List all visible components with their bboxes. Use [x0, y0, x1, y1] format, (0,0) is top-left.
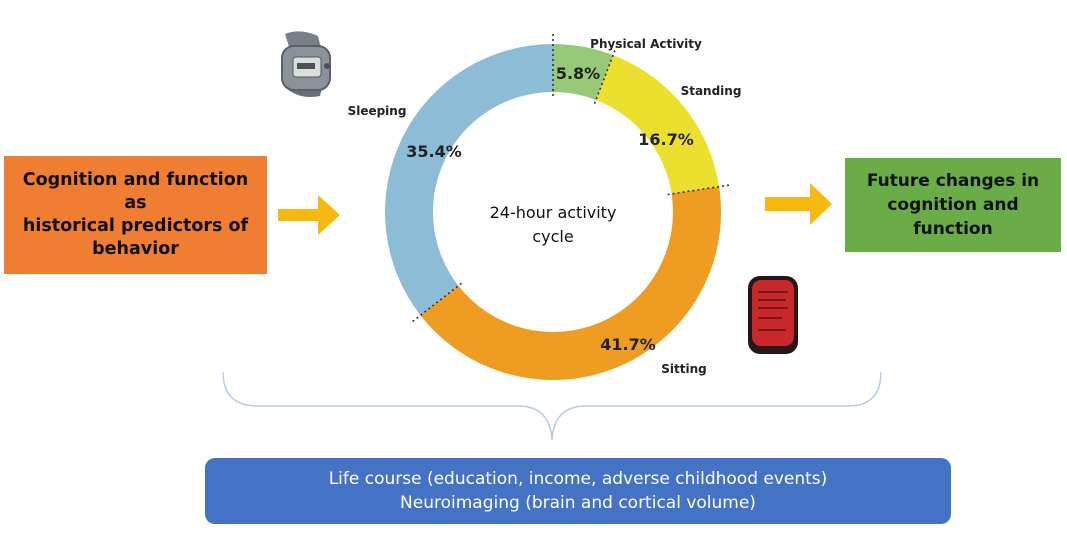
- segment-name-physical-activity: Physical Activity: [590, 37, 702, 51]
- pct-label-physical-activity: 5.8%: [556, 64, 600, 83]
- ring-segment-physical-activity: [553, 44, 614, 100]
- segment-dividers: [412, 34, 730, 323]
- left-box-line-3: behavior: [92, 239, 179, 259]
- right-box-line-1: Future changes in: [866, 171, 1040, 191]
- left-box-historical-predictors: Cognition and function as historical pre…: [4, 156, 267, 274]
- segment-name-standing: Standing: [681, 84, 742, 98]
- center-label-line-2: cycle: [532, 227, 573, 246]
- left-arrow-icon: [278, 195, 340, 235]
- segment-name-sleeping: Sleeping: [348, 104, 407, 118]
- wrist-actigraph-device-icon: [281, 31, 331, 97]
- ring-segment-sleeping: [385, 44, 553, 316]
- ring-segment-sitting: [420, 186, 721, 380]
- left-box-line-1: Cognition and function as: [22, 170, 249, 213]
- bottom-box-line-1: Life course (education, income, adverse …: [328, 469, 828, 489]
- pct-label-sitting: 41.7%: [600, 335, 656, 354]
- donut-ring: [385, 44, 721, 380]
- bottom-box-line-2: Neuroimaging (brain and cortical volume): [400, 493, 756, 513]
- bottom-bracket: [222, 371, 882, 441]
- bottom-box-life-course: Life course (education, income, adverse …: [205, 458, 951, 524]
- divider-line-3: [412, 282, 463, 323]
- divider-line-1: [593, 45, 618, 104]
- segment-name-sitting: Sitting: [661, 362, 706, 376]
- right-arrow-icon: [765, 183, 832, 225]
- pct-label-standing: 16.7%: [638, 130, 694, 149]
- right-box-line-2: cognition and function: [887, 195, 1019, 239]
- right-box-future-changes: Future changes in cognition and function: [845, 158, 1061, 252]
- pct-label-sleeping: 35.4%: [406, 142, 462, 161]
- divider-line-2: [667, 184, 730, 196]
- thigh-accelerometer-device-icon: [748, 276, 798, 354]
- ring-segment-standing: [595, 55, 720, 194]
- center-label-line-1: 24-hour activity: [490, 203, 617, 222]
- left-box-line-2: historical predictors of: [22, 216, 249, 236]
